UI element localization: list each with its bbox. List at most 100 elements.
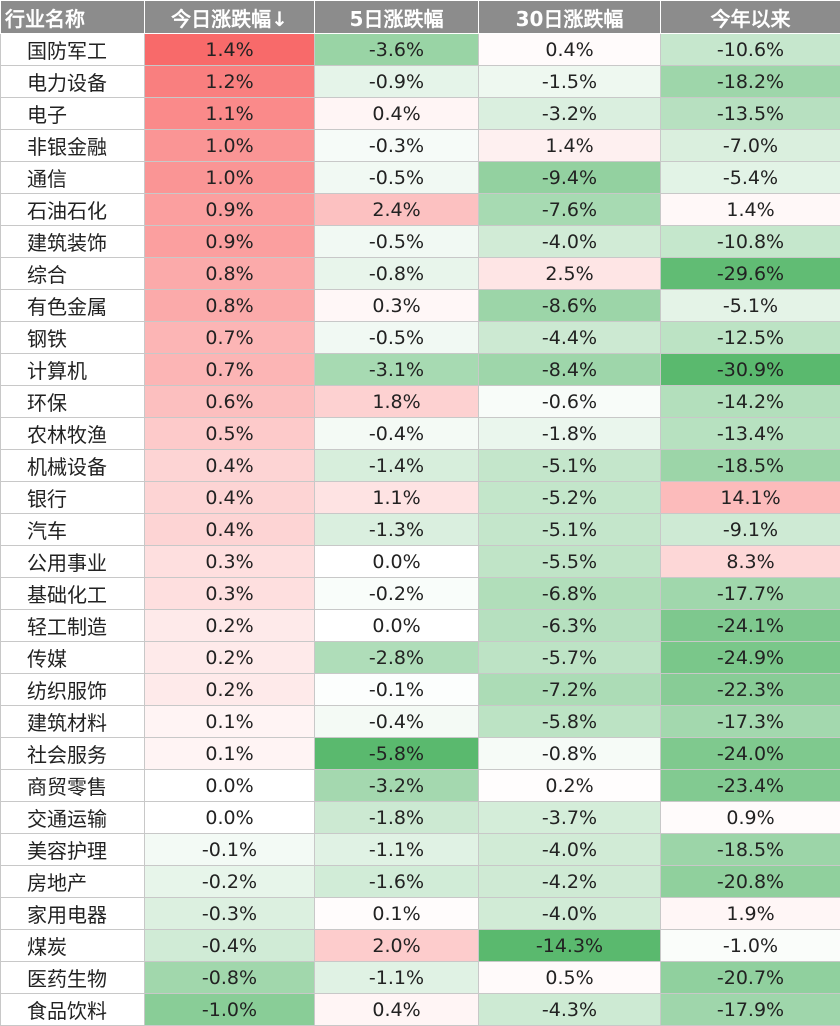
header-daily-change[interactable]: 今日涨跌幅↓ xyxy=(145,1,315,34)
30day-change-cell: -1.8% xyxy=(479,418,661,450)
5day-change-cell: 0.1% xyxy=(315,898,479,930)
30day-change-cell: -4.0% xyxy=(479,898,661,930)
ytd-change-cell: -22.3% xyxy=(661,674,840,706)
daily-change-cell: 0.4% xyxy=(145,450,315,482)
30day-change-cell: -4.4% xyxy=(479,322,661,354)
daily-change-cell: -0.2% xyxy=(145,866,315,898)
daily-change-cell: 0.0% xyxy=(145,802,315,834)
ytd-change-cell: -20.7% xyxy=(661,962,840,994)
ytd-change-cell: -5.4% xyxy=(661,162,840,194)
table-row: 医药生物-0.8%-1.1%0.5%-20.7% xyxy=(1,962,840,994)
daily-change-cell: 1.0% xyxy=(145,130,315,162)
daily-change-cell: 0.3% xyxy=(145,578,315,610)
industry-name-cell: 有色金属 xyxy=(1,290,145,322)
industry-name-cell: 公用事业 xyxy=(1,546,145,578)
header-30day-change[interactable]: 30日涨跌幅 xyxy=(479,1,661,34)
ytd-change-cell: -18.5% xyxy=(661,834,840,866)
ytd-change-cell: -13.5% xyxy=(661,98,840,130)
30day-change-cell: -7.2% xyxy=(479,674,661,706)
table-row: 房地产-0.2%-1.6%-4.2%-20.8% xyxy=(1,866,840,898)
5day-change-cell: 1.1% xyxy=(315,482,479,514)
5day-change-cell: -1.1% xyxy=(315,962,479,994)
30day-change-cell: -14.3% xyxy=(479,930,661,962)
industry-name-cell: 石油石化 xyxy=(1,194,145,226)
30day-change-cell: -4.0% xyxy=(479,834,661,866)
30day-change-cell: -4.3% xyxy=(479,994,661,1026)
ytd-change-cell: -5.1% xyxy=(661,290,840,322)
ytd-change-cell: -30.9% xyxy=(661,354,840,386)
daily-change-cell: 0.2% xyxy=(145,610,315,642)
industry-name-cell: 商贸零售 xyxy=(1,770,145,802)
5day-change-cell: -2.8% xyxy=(315,642,479,674)
30day-change-cell: -7.6% xyxy=(479,194,661,226)
header-row: 行业名称 今日涨跌幅↓ 5日涨跌幅 30日涨跌幅 今年以来 xyxy=(1,1,840,34)
table-row: 家用电器-0.3%0.1%-4.0%1.9% xyxy=(1,898,840,930)
industry-name-cell: 医药生物 xyxy=(1,962,145,994)
30day-change-cell: -5.2% xyxy=(479,482,661,514)
daily-change-cell: 0.0% xyxy=(145,770,315,802)
5day-change-cell: 1.8% xyxy=(315,386,479,418)
daily-change-cell: 0.8% xyxy=(145,258,315,290)
ytd-change-cell: -9.1% xyxy=(661,514,840,546)
5day-change-cell: -0.2% xyxy=(315,578,479,610)
daily-change-cell: 0.9% xyxy=(145,194,315,226)
30day-change-cell: -6.3% xyxy=(479,610,661,642)
ytd-change-cell: -17.3% xyxy=(661,706,840,738)
30day-change-cell: -4.0% xyxy=(479,226,661,258)
industry-name-cell: 交通运输 xyxy=(1,802,145,834)
daily-change-cell: 0.5% xyxy=(145,418,315,450)
ytd-change-cell: -14.2% xyxy=(661,386,840,418)
industry-name-cell: 建筑装饰 xyxy=(1,226,145,258)
ytd-change-cell: -18.2% xyxy=(661,66,840,98)
table-row: 食品饮料-1.0%0.4%-4.3%-17.9% xyxy=(1,994,840,1026)
daily-change-cell: 1.2% xyxy=(145,66,315,98)
30day-change-cell: 2.5% xyxy=(479,258,661,290)
5day-change-cell: -0.1% xyxy=(315,674,479,706)
5day-change-cell: -0.3% xyxy=(315,130,479,162)
ytd-change-cell: -17.9% xyxy=(661,994,840,1026)
daily-change-cell: 1.1% xyxy=(145,98,315,130)
5day-change-cell: -1.8% xyxy=(315,802,479,834)
30day-change-cell: -9.4% xyxy=(479,162,661,194)
daily-change-cell: 0.4% xyxy=(145,482,315,514)
5day-change-cell: -3.1% xyxy=(315,354,479,386)
industry-name-cell: 通信 xyxy=(1,162,145,194)
30day-change-cell: -5.5% xyxy=(479,546,661,578)
5day-change-cell: -0.5% xyxy=(315,322,479,354)
ytd-change-cell: -13.4% xyxy=(661,418,840,450)
ytd-change-cell: -17.7% xyxy=(661,578,840,610)
industry-name-cell: 钢铁 xyxy=(1,322,145,354)
header-ytd-change[interactable]: 今年以来 xyxy=(661,1,840,34)
ytd-change-cell: 14.1% xyxy=(661,482,840,514)
5day-change-cell: -0.9% xyxy=(315,66,479,98)
5day-change-cell: -0.8% xyxy=(315,258,479,290)
header-industry-name[interactable]: 行业名称 xyxy=(1,1,145,34)
ytd-change-cell: -10.6% xyxy=(661,34,840,66)
header-5day-change[interactable]: 5日涨跌幅 xyxy=(315,1,479,34)
daily-change-cell: -0.1% xyxy=(145,834,315,866)
industry-name-cell: 基础化工 xyxy=(1,578,145,610)
30day-change-cell: -4.2% xyxy=(479,866,661,898)
30day-change-cell: -1.5% xyxy=(479,66,661,98)
ytd-change-cell: -23.4% xyxy=(661,770,840,802)
ytd-change-cell: -10.8% xyxy=(661,226,840,258)
5day-change-cell: 2.0% xyxy=(315,930,479,962)
